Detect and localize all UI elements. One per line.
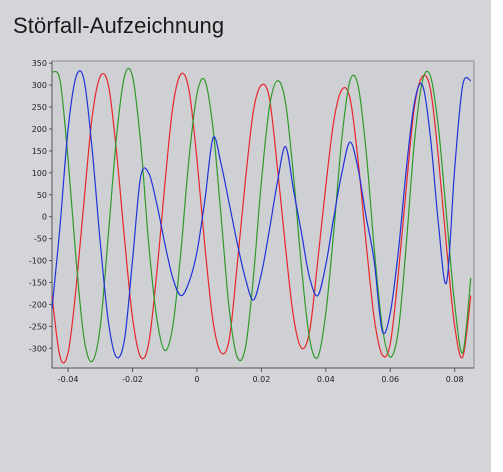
y-tick-label: -250 <box>29 322 47 331</box>
x-tick-label: -0.04 <box>58 375 79 384</box>
y-tick-label: -100 <box>29 257 47 266</box>
y-tick-label: -150 <box>29 278 47 287</box>
x-ticks: -0.04 -0.02 0 0.02 0.04 0.06 0.08 <box>58 368 464 384</box>
y-tick-label: -300 <box>29 344 47 353</box>
y-tick-label: 150 <box>32 147 47 156</box>
plot-area <box>51 60 475 369</box>
x-tick-label: 0.08 <box>446 375 464 384</box>
y-tick-label: -200 <box>29 300 47 309</box>
series-layer <box>51 67 472 364</box>
chart-title: Störfall-Aufzeichnung <box>13 13 225 38</box>
y-tick-label: 100 <box>32 169 47 178</box>
x-tick-label: -0.02 <box>122 375 143 384</box>
y-tick-label: 250 <box>32 103 47 112</box>
x-tick-label: 0 <box>194 375 199 384</box>
y-ticks: 350 300 250 200 150 100 50 0 -50 -100 -150 -200 -250… <box>29 59 52 353</box>
series-line-1 <box>51 72 472 364</box>
y-tick-label: 300 <box>32 81 47 90</box>
y-tick-label: -50 <box>34 235 47 244</box>
series-line-2 <box>51 67 472 363</box>
x-tick-label: 0.06 <box>381 375 399 384</box>
y-tick-label: 350 <box>32 59 47 68</box>
x-tick-label: 0.02 <box>252 375 270 384</box>
y-tick-label: 200 <box>32 125 47 134</box>
y-tick-label: 0 <box>42 213 47 222</box>
y-tick-label: 50 <box>37 191 47 200</box>
series-line-3 <box>51 70 472 359</box>
x-tick-label: 0.04 <box>317 375 335 384</box>
